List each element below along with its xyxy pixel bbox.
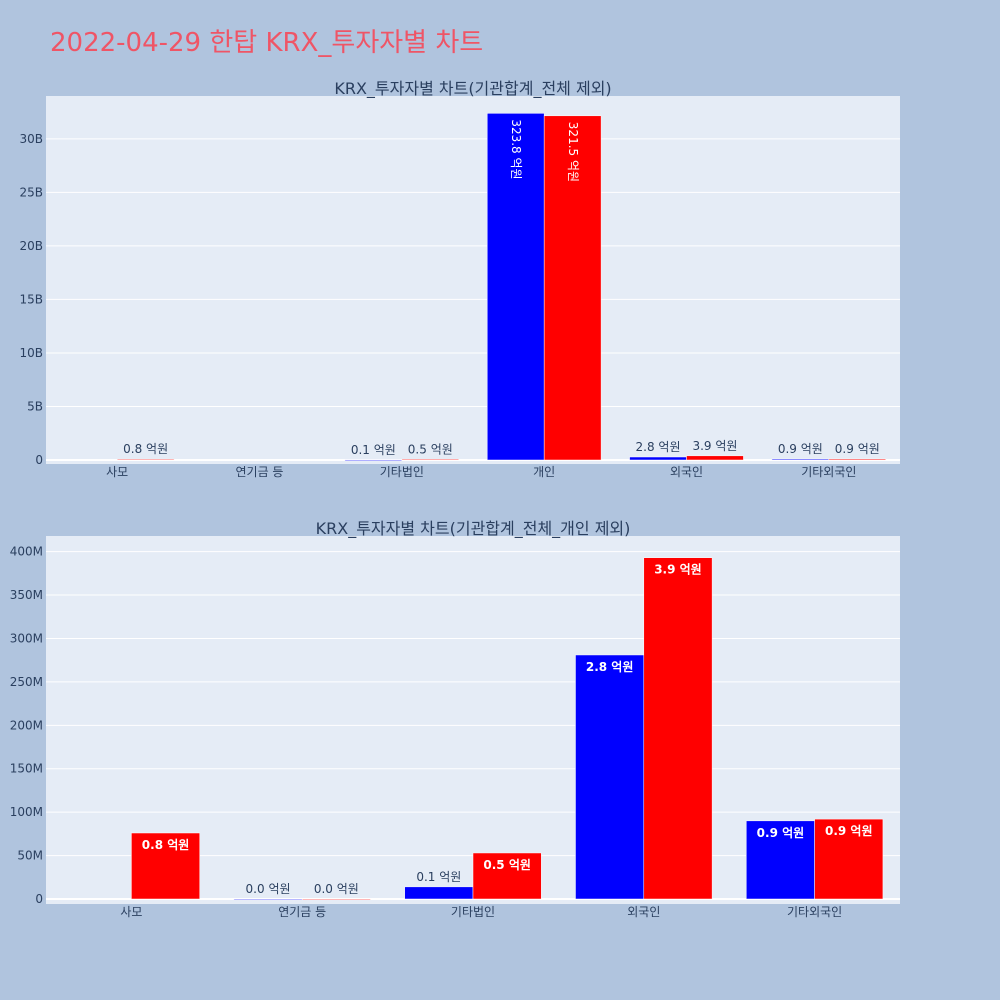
data-label: 0.9 억원 [757, 826, 805, 840]
bar [131, 832, 200, 900]
page-title: 2022-04-29 한탑 KRX_투자자별 차트 [50, 28, 484, 58]
plot-area [46, 96, 900, 464]
y-tick-label: 30B [19, 132, 43, 146]
bar [828, 458, 887, 461]
x-tick-label: 사모 [120, 905, 142, 919]
data-label: 0.1 억원 [351, 443, 396, 457]
data-label: 2.8 억원 [636, 440, 681, 454]
data-label: 2.8 억원 [586, 660, 634, 674]
y-tick-label: 10B [19, 346, 43, 360]
bar [233, 898, 303, 901]
data-label: 0.0 억원 [246, 882, 291, 896]
bar [746, 820, 815, 900]
y-tick-label: 200M [10, 718, 43, 732]
x-tick-label: 연기금 등 [236, 465, 284, 479]
x-tick-label: 외국인 [670, 465, 703, 479]
data-label: 0.9 억원 [825, 824, 873, 838]
bar [814, 818, 884, 900]
data-label: 3.9 억원 [654, 563, 702, 577]
y-tick-label: 350M [10, 588, 43, 602]
y-tick-label: 300M [10, 631, 43, 645]
data-label: 0.0 억원 [314, 882, 359, 896]
bar [771, 458, 830, 461]
x-tick-label: 연기금 등 [278, 905, 326, 919]
data-label: 0.9 억원 [835, 442, 880, 456]
x-tick-label: 기타법인 [380, 465, 424, 479]
bar [344, 459, 403, 461]
data-label: 3.9 억원 [692, 439, 737, 453]
y-tick-label: 50M [17, 849, 43, 863]
x-tick-label: 사모 [106, 465, 128, 479]
y-tick-label: 150M [10, 762, 43, 776]
bar [643, 557, 713, 900]
bar [472, 852, 542, 900]
x-tick-label: 외국인 [627, 905, 660, 919]
x-tick-label: 기타법인 [451, 905, 495, 919]
bar [401, 459, 460, 461]
bar [575, 654, 645, 900]
x-tick-label: 기타외국인 [787, 905, 842, 919]
bar [404, 886, 474, 900]
data-label: 0.8 억원 [142, 838, 190, 852]
data-label: 0.5 억원 [483, 858, 531, 872]
data-label: 0.5 억원 [408, 442, 453, 456]
bar [686, 455, 744, 461]
bar [629, 456, 687, 461]
data-label: 0.9 억원 [778, 442, 823, 456]
y-tick-label: 20B [19, 239, 43, 253]
y-tick-label: 400M [10, 545, 43, 559]
data-label: 0.8 억원 [123, 442, 168, 456]
bar [543, 115, 602, 461]
x-tick-label: 기타외국인 [801, 465, 856, 479]
y-tick-label: 0 [35, 892, 43, 906]
y-tick-label: 15B [19, 292, 43, 306]
y-tick-label: 25B [19, 185, 43, 199]
bar [301, 898, 371, 901]
x-tick-label: 개인 [533, 465, 555, 479]
bar [486, 113, 545, 461]
y-tick-label: 250M [10, 675, 43, 689]
y-tick-label: 100M [10, 805, 43, 819]
data-label: 323.8 억원 [509, 119, 523, 179]
chart-2: 0 50M 100M 150M 200M 250M 300M 350M 400M KRX_투자자별… [10, 519, 900, 919]
y-tick-label: 0 [35, 453, 43, 467]
bar [116, 458, 175, 461]
y-tick-label: 5B [27, 399, 43, 413]
chart-1: 0 5B 10B 15B 20B 25B 30B KRX_투자자별 차트(기관합계_전체 제외… [19, 79, 900, 479]
chart-title: KRX_투자자별 차트(기관합계_전체 제외) [334, 79, 611, 99]
data-label: 321.5 억원 [566, 122, 580, 182]
data-label: 0.1 억원 [416, 870, 461, 884]
chart-title: KRX_투자자별 차트(기관합계_전체_개인 제외) [316, 519, 631, 539]
